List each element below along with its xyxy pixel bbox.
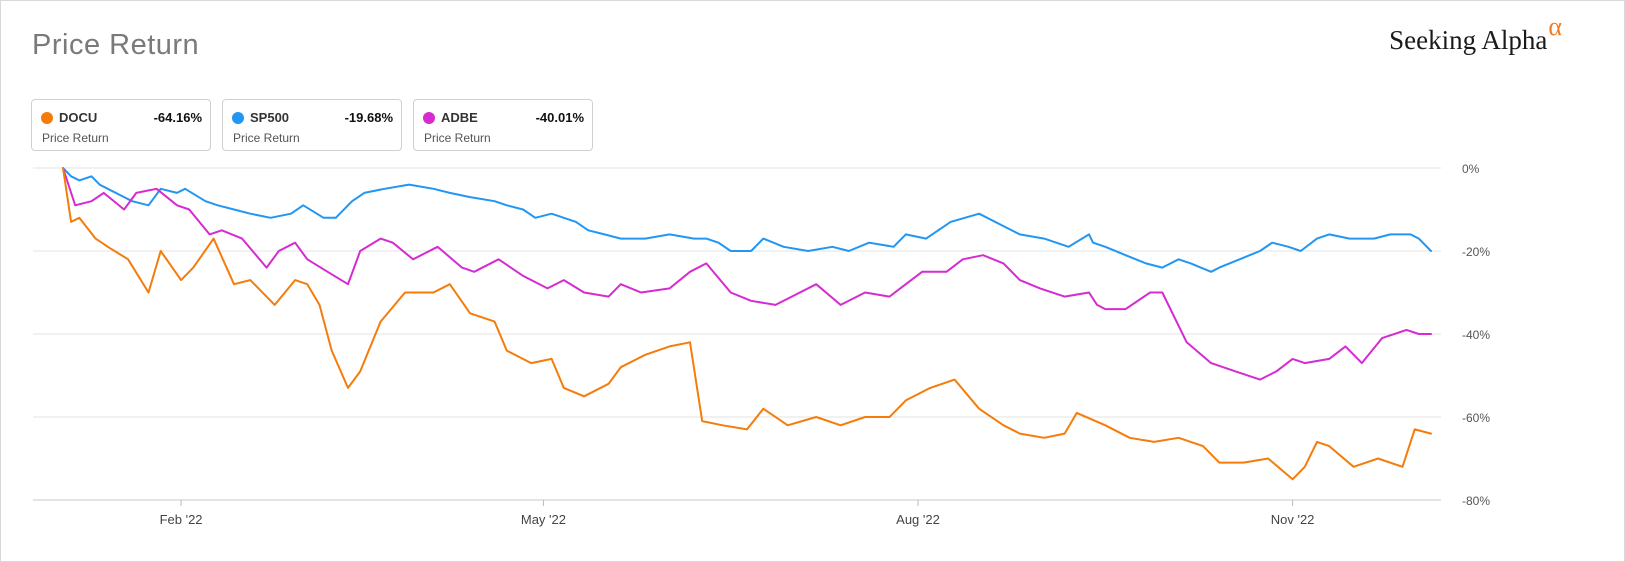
legend-ticker: DOCU [59,110,98,125]
y-tick-label: -40% [1462,328,1490,342]
legend-sub: Price Return [42,131,109,145]
series-line-sp500 [62,167,1432,273]
y-tick-label: -20% [1462,245,1490,259]
legend-value: -40.01% [535,110,584,125]
alpha-icon: α [1548,12,1562,41]
x-tick-label: May '22 [521,512,566,527]
legend-item-sp500[interactable]: SP500 -19.68% Price Return [222,99,402,151]
y-tick-label: -60% [1462,411,1490,425]
legend-sub: Price Return [424,131,491,145]
legend-ticker: ADBE [441,110,478,125]
legend-value: -64.16% [153,110,202,125]
docu-color-dot [41,112,53,124]
x-tick-label: Aug '22 [896,512,940,527]
x-tick-label: Feb '22 [160,512,203,527]
legend-value: -19.68% [344,110,393,125]
legend-ticker: SP500 [250,110,290,125]
seeking-alpha-logo: Seeking Alphaα [1389,12,1562,56]
legend-item-adbe[interactable]: ADBE -40.01% Price Return [413,99,593,151]
series-line-docu [62,167,1432,481]
legend-sub: Price Return [233,131,300,145]
series-line-adbe [62,167,1432,381]
chart-title: Price Return [32,29,200,61]
sp500-color-dot [232,112,244,124]
legend-item-docu[interactable]: DOCU -64.16% Price Return [31,99,211,151]
y-tick-label: -80% [1462,494,1490,508]
logo-text: Seeking Alpha [1389,25,1548,55]
x-tick-label: Nov '22 [1271,512,1315,527]
adbe-color-dot [423,112,435,124]
y-tick-label: 0% [1462,162,1480,176]
